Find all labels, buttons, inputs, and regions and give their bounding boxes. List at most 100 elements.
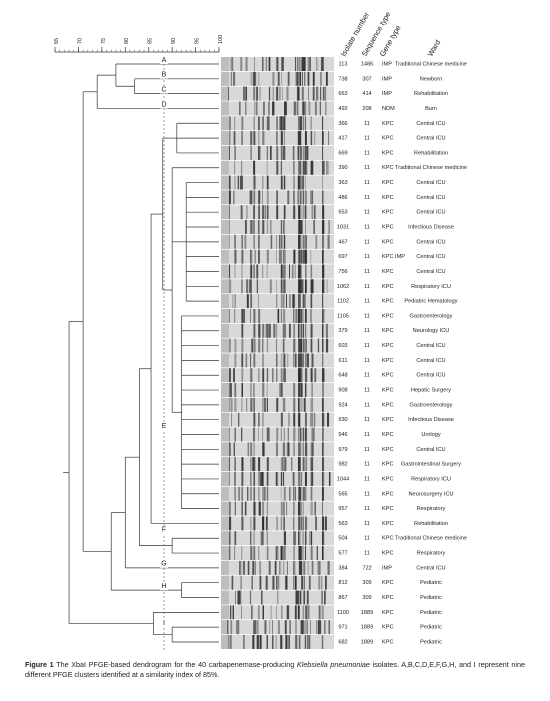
gel-band — [310, 471, 313, 486]
gel-band — [262, 323, 265, 338]
scale-tick-label: 65 — [54, 38, 60, 44]
ward: Respiratory ICU — [411, 476, 451, 482]
gel-band — [262, 516, 265, 531]
cluster-label: B — [162, 72, 167, 79]
gel-band — [262, 175, 264, 190]
gel-band — [307, 71, 310, 86]
gel-band — [275, 546, 277, 561]
gel-band — [258, 220, 260, 235]
gel-band — [266, 160, 268, 175]
gel-band — [304, 412, 307, 427]
gel-band — [258, 190, 261, 205]
gel-band — [298, 531, 300, 546]
gel-band — [254, 71, 257, 86]
gel-band — [250, 249, 251, 264]
gel-band — [302, 308, 304, 323]
gel-band — [258, 71, 260, 86]
gel-band — [322, 516, 325, 531]
gel-band — [322, 190, 324, 205]
isolate-number: 930 — [338, 417, 347, 423]
gel-well — [221, 323, 229, 338]
gel-band — [259, 575, 262, 590]
gel-band — [253, 116, 255, 131]
gel-band — [298, 397, 300, 412]
gel-band — [233, 190, 234, 205]
isolate-number: 682 — [338, 639, 347, 645]
ward: Rehabilitation — [414, 521, 448, 527]
gel-band — [256, 634, 259, 649]
gel-band — [299, 368, 302, 383]
gel-band — [293, 308, 295, 323]
gel-band — [300, 590, 302, 605]
gel-band — [241, 397, 243, 412]
sequence-type: 11 — [364, 195, 370, 201]
gel-band — [304, 56, 306, 72]
gel-band — [265, 323, 267, 338]
gel-band — [310, 308, 312, 323]
gel-band — [310, 160, 313, 175]
gel-band — [234, 249, 237, 264]
gel-band — [287, 71, 290, 86]
gel-band — [262, 531, 264, 546]
gel-band — [310, 531, 312, 546]
ward: Respiratory ICU — [411, 284, 451, 290]
isolate-number: 669 — [338, 150, 347, 156]
gel-band — [243, 634, 245, 649]
gel-band — [233, 368, 235, 383]
gel-band — [250, 279, 252, 294]
gel-band — [279, 560, 281, 575]
gel-band — [321, 634, 324, 649]
gel-band — [300, 353, 303, 368]
gel-band — [275, 634, 277, 649]
gel-band — [280, 249, 282, 264]
gel-lane — [221, 516, 334, 531]
gel-band — [293, 353, 295, 368]
gel-band — [322, 442, 324, 457]
gel-band — [322, 264, 325, 279]
gel-band — [253, 234, 255, 249]
ward: Central ICU — [416, 180, 445, 186]
gel-band — [267, 116, 270, 131]
ward: Newborn — [420, 76, 442, 82]
gel-band — [262, 412, 264, 427]
gel-band — [321, 397, 324, 412]
gel-band — [262, 486, 264, 501]
gel-band — [305, 220, 306, 235]
gel-band — [321, 56, 324, 72]
gel-band — [306, 353, 310, 368]
gel-band — [276, 56, 279, 72]
gel-band — [252, 220, 254, 235]
gel-band — [272, 101, 275, 116]
gel-band — [235, 590, 236, 605]
gel-lane — [221, 501, 334, 516]
gene-type: IMP — [382, 565, 392, 571]
gene-type: KPC — [382, 121, 394, 127]
gel-band — [295, 71, 298, 86]
gene-type: IMP — [382, 76, 392, 82]
gel-band — [241, 308, 244, 323]
gel-band — [253, 323, 256, 338]
gel-band — [298, 294, 301, 309]
gel-band — [293, 427, 296, 442]
gel-band — [286, 86, 289, 101]
gel-band — [234, 131, 236, 146]
gel-band — [282, 471, 285, 486]
ward: Central ICU — [416, 136, 445, 142]
gel-band — [258, 427, 259, 442]
gel-band — [252, 560, 254, 575]
gel-band — [299, 546, 302, 561]
gel-band — [322, 412, 325, 427]
gel-band — [281, 546, 283, 561]
gel-band — [283, 116, 286, 131]
gel-band — [229, 131, 231, 146]
gel-band — [240, 205, 243, 220]
isolate-number: 379 — [338, 328, 347, 334]
gel-band — [241, 471, 244, 486]
gel-band — [246, 205, 248, 220]
gel-band — [251, 575, 253, 590]
gel-band — [241, 368, 244, 383]
gel-band — [300, 205, 302, 220]
gel-band — [253, 383, 255, 398]
gene-type: KPC — [382, 432, 394, 438]
gel-band — [258, 457, 261, 472]
